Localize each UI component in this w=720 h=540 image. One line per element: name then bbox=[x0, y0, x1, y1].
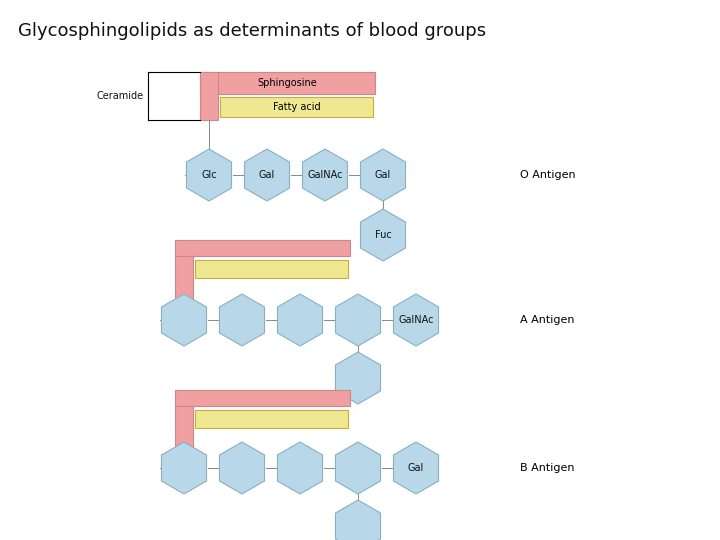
Polygon shape bbox=[336, 352, 380, 404]
Polygon shape bbox=[277, 442, 323, 494]
Text: B Antigen: B Antigen bbox=[520, 463, 575, 473]
Bar bbox=[175, 240, 350, 256]
Bar bbox=[200, 72, 375, 94]
Polygon shape bbox=[361, 209, 405, 261]
Bar bbox=[175, 256, 193, 298]
Text: GalNAc: GalNAc bbox=[398, 315, 433, 325]
Polygon shape bbox=[161, 294, 207, 346]
Polygon shape bbox=[336, 500, 380, 540]
Text: Gal: Gal bbox=[259, 170, 275, 180]
Polygon shape bbox=[245, 149, 289, 201]
Polygon shape bbox=[361, 149, 405, 201]
Polygon shape bbox=[277, 294, 323, 346]
Text: GalNAc: GalNAc bbox=[307, 170, 343, 180]
Bar bbox=[195, 410, 348, 428]
Bar bbox=[175, 406, 193, 448]
Text: Fatty acid: Fatty acid bbox=[273, 102, 320, 112]
Polygon shape bbox=[394, 294, 438, 346]
Polygon shape bbox=[336, 442, 380, 494]
Text: Fuc: Fuc bbox=[374, 230, 392, 240]
Polygon shape bbox=[161, 442, 207, 494]
Bar bbox=[175, 390, 350, 406]
Text: Glycosphingolipids as determinants of blood groups: Glycosphingolipids as determinants of bl… bbox=[18, 22, 486, 40]
Polygon shape bbox=[394, 442, 438, 494]
Bar bbox=[195, 260, 348, 278]
Bar bbox=[200, 72, 218, 120]
Polygon shape bbox=[220, 294, 264, 346]
Polygon shape bbox=[186, 149, 232, 201]
Polygon shape bbox=[336, 294, 380, 346]
Polygon shape bbox=[220, 442, 264, 494]
Text: O Antigen: O Antigen bbox=[520, 170, 575, 180]
Text: Glc: Glc bbox=[201, 170, 217, 180]
Text: Sphingosine: Sphingosine bbox=[258, 78, 318, 88]
Text: Gal: Gal bbox=[375, 170, 391, 180]
Text: Gal: Gal bbox=[408, 463, 424, 473]
Polygon shape bbox=[302, 149, 348, 201]
Text: Ceramide: Ceramide bbox=[97, 91, 144, 101]
Text: A Antigen: A Antigen bbox=[520, 315, 575, 325]
Bar bbox=[220, 97, 373, 117]
